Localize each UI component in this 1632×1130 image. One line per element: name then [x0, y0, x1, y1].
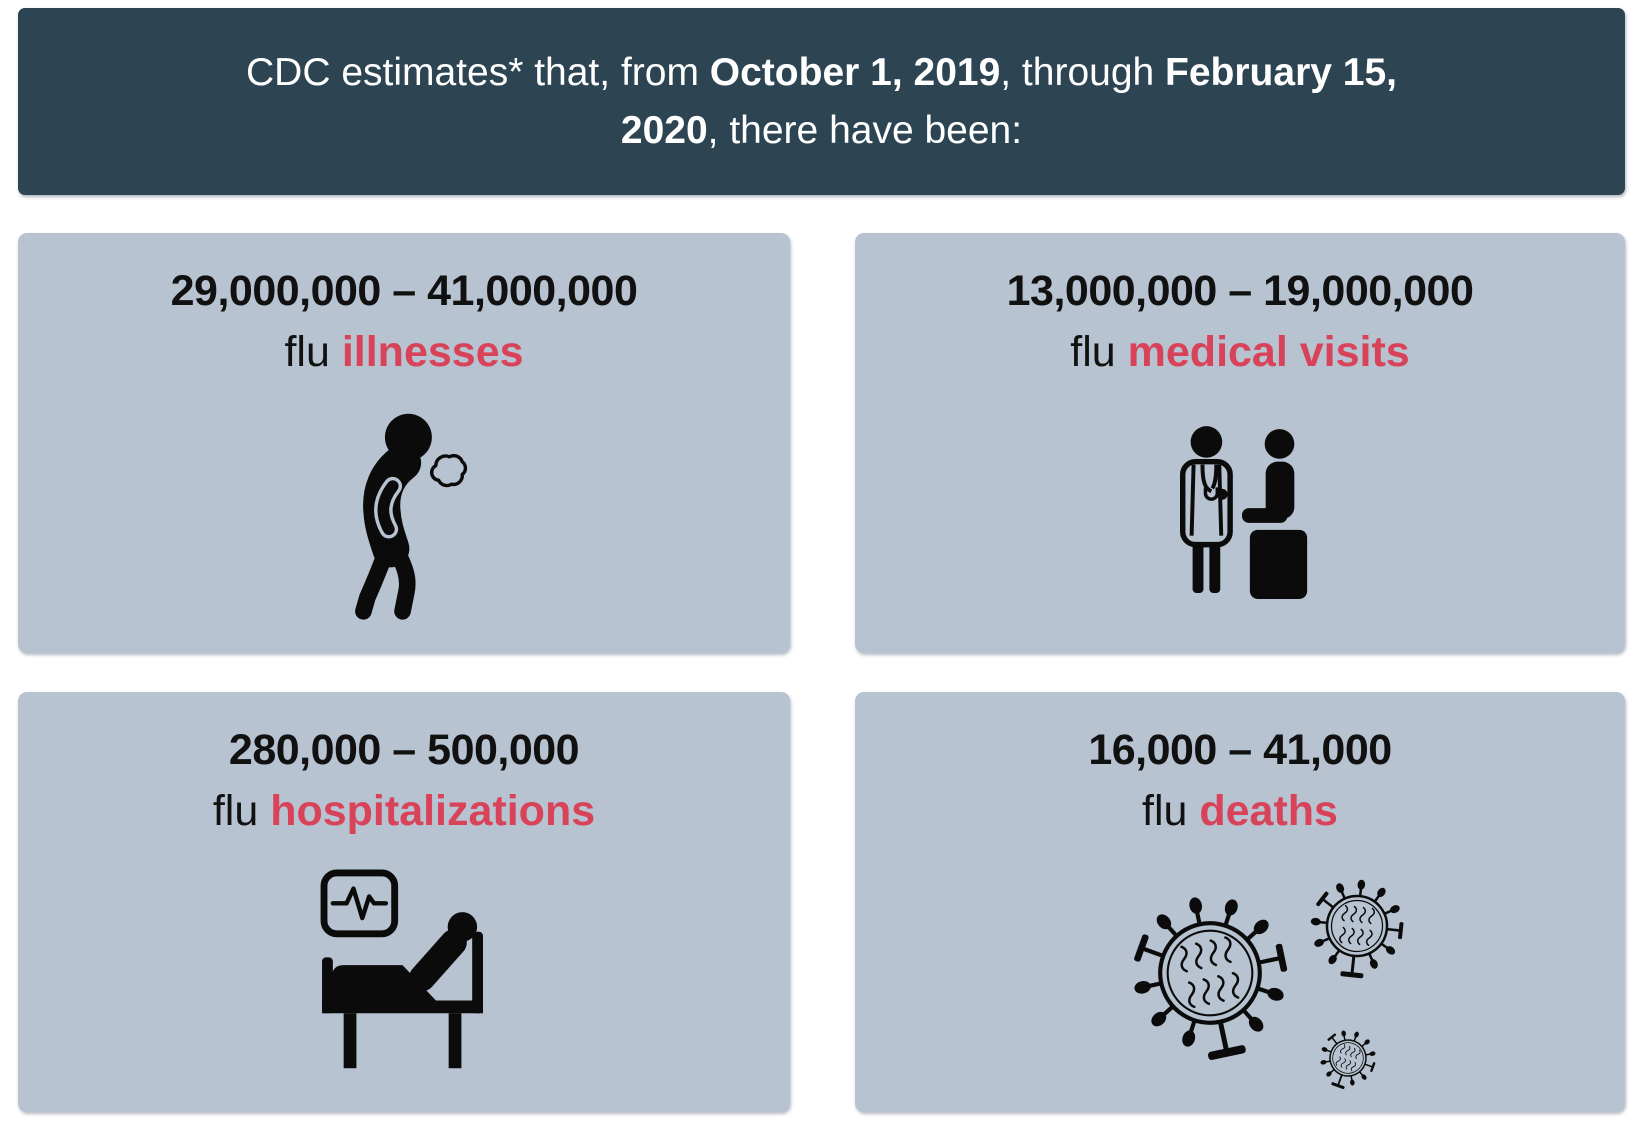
hospitalizations-range: 280,000 – 500,000: [228, 726, 580, 774]
card-flu-deaths: 16,000 – 41,000 flu deaths: [855, 692, 1625, 1112]
illnesses-label: flu illnesses: [284, 322, 523, 383]
patient-in-hospital-bed-icon: [320, 869, 484, 1068]
sick-person-icon: [355, 413, 468, 620]
label-prefix: flu: [1142, 787, 1188, 836]
medical-visits-icon-area: [855, 383, 1625, 653]
label-keyword: medical visits: [1127, 328, 1410, 377]
hospitalizations-label: flu hospitalizations: [213, 781, 595, 842]
deaths-label: flu deaths: [1142, 781, 1338, 842]
card-flu-hospitalizations: 280,000 – 500,000 flu hospitalizations: [18, 692, 790, 1112]
illnesses-icon-area: [18, 383, 790, 653]
cdc-flu-infographic: CDC estimates* that, from October 1, 201…: [0, 8, 1632, 1130]
flu-virus-particles-icon: [1005, 873, 1410, 1098]
label-prefix: flu: [212, 787, 259, 836]
illnesses-range: 29,000,000 – 41,000,000: [170, 267, 638, 315]
label-keyword: illnesses: [341, 328, 524, 377]
header-text-segment: , there have been:: [707, 108, 1023, 152]
card-flu-illnesses: 29,000,000 – 41,000,000 flu illnesses: [18, 233, 790, 653]
label-prefix: flu: [284, 328, 330, 377]
header-text-segment: , through: [1000, 51, 1166, 95]
header-banner: CDC estimates* that, from October 1, 201…: [18, 8, 1625, 195]
label-keyword: hospitalizations: [270, 787, 596, 836]
virus-large: [1118, 882, 1302, 1073]
header-text-segment: CDC estimates* that, from: [245, 51, 710, 95]
header-date-start: October 1, 2019: [709, 51, 1001, 95]
medical-visits-label: flu medical visits: [1070, 322, 1409, 383]
header-text: CDC estimates* that, from October 1, 201…: [222, 44, 1422, 159]
medical-visits-range: 13,000,000 – 19,000,000: [1006, 267, 1474, 315]
doctor-with-patient-icon: [1180, 426, 1308, 599]
deaths-icon-area: [855, 842, 1625, 1112]
virus-small: [1310, 1021, 1385, 1098]
hospitalizations-icon-area: [18, 842, 790, 1112]
label-prefix: flu: [1070, 328, 1116, 377]
card-flu-medical-visits: 13,000,000 – 19,000,000 flu medical visi…: [855, 233, 1625, 653]
stats-grid: 29,000,000 – 41,000,000 flu illnesses 13…: [18, 233, 1625, 1112]
label-keyword: deaths: [1199, 787, 1338, 836]
header-date-end: February 15, 2020: [620, 51, 1397, 152]
deaths-range: 16,000 – 41,000: [1088, 726, 1392, 774]
virus-medium: [1303, 873, 1410, 984]
